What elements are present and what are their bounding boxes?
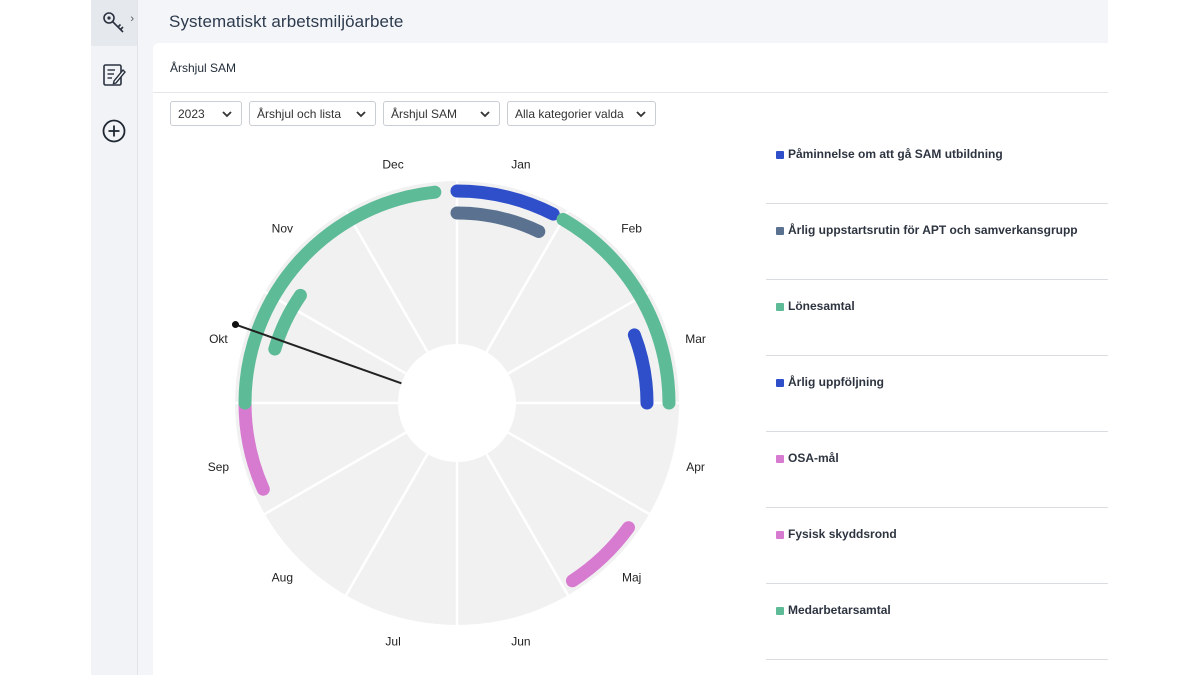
month-divider xyxy=(507,431,650,516)
chevron-down-icon xyxy=(222,111,232,118)
rail-item-add[interactable] xyxy=(91,108,137,154)
page-title: Systematiskt arbetsmiljöarbete xyxy=(169,12,404,31)
view-select-value: Årshjul och lista xyxy=(257,106,342,121)
month-divider xyxy=(485,210,570,353)
month-label: Sep xyxy=(208,460,230,474)
month-label: Jun xyxy=(511,635,530,649)
month-labels: Jan Feb Mar Apr Maj Jun Jul Aug Sep Okt Nov Dec xyxy=(208,157,706,648)
legend-label: Medarbetarsamtal xyxy=(788,603,891,617)
month-label: Okt xyxy=(209,332,228,346)
legend-item[interactable]: Påminnelse om att gå SAM utbildning xyxy=(766,128,1108,204)
legend-color-swatch xyxy=(776,151,784,159)
month-label: Mar xyxy=(685,332,706,346)
legend-item[interactable]: Medarbetarsamtal xyxy=(766,584,1108,660)
year-select-value: 2023 xyxy=(178,106,205,121)
month-label: Aug xyxy=(272,571,293,585)
year-wheel: Jan Feb Mar Apr Maj Jun Jul Aug Sep Okt Nov Dec xyxy=(208,157,706,648)
rail-item-checklist[interactable] xyxy=(91,52,137,98)
card-header: Årshjul SAM xyxy=(153,43,1108,93)
activity-arc[interactable] xyxy=(627,328,654,410)
left-rail: › xyxy=(91,0,138,675)
month-label: Feb xyxy=(621,221,642,235)
current-date-pointer xyxy=(231,321,402,385)
chevron-down-icon xyxy=(480,111,490,118)
legend-item[interactable]: Årlig uppstartsrutin för APT och samverk… xyxy=(766,204,1108,280)
month-label: Jan xyxy=(511,157,530,171)
card-title: Årshjul SAM xyxy=(170,61,237,75)
activity-arc[interactable] xyxy=(238,396,270,496)
legend-item[interactable]: Årlig uppföljning xyxy=(766,356,1108,432)
wheel-select[interactable]: Årshjul SAM xyxy=(383,101,500,126)
legend-label: Årlig uppföljning xyxy=(788,375,884,389)
activity-arcs xyxy=(238,184,676,588)
month-divider xyxy=(485,453,570,596)
month-divider xyxy=(507,290,650,375)
key-icon xyxy=(103,12,124,33)
checklist-icon xyxy=(103,64,126,86)
month-label: Nov xyxy=(272,221,293,235)
activity-arc[interactable] xyxy=(268,288,307,356)
legend-color-swatch xyxy=(776,531,784,539)
activity-arc[interactable] xyxy=(238,185,442,410)
activity-legend: Påminnelse om att gå SAM utbildning Årlig… xyxy=(766,128,1108,660)
activity-arc[interactable] xyxy=(450,184,560,221)
activity-arc[interactable] xyxy=(556,212,676,410)
month-label: Apr xyxy=(686,460,705,474)
chevron-down-icon xyxy=(356,111,366,118)
month-divider xyxy=(264,431,407,516)
month-divider xyxy=(344,210,429,353)
chevron-down-icon xyxy=(636,111,646,118)
legend-color-swatch xyxy=(776,227,784,235)
legend-label: Årlig uppstartsrutin för APT och samverk… xyxy=(788,223,1078,237)
legend-color-swatch xyxy=(776,379,784,387)
pointer-line xyxy=(235,323,402,385)
rail-item-key[interactable]: › xyxy=(91,0,137,46)
pointer-dot xyxy=(231,321,239,329)
category-select-value: Alla kategorier valda xyxy=(515,106,624,121)
add-circle-icon xyxy=(102,119,126,143)
legend-color-swatch xyxy=(776,607,784,615)
category-select[interactable]: Alla kategorier valda xyxy=(507,101,656,126)
chevron-right-icon: › xyxy=(130,13,134,25)
legend-label: Lönesamtal xyxy=(788,299,855,313)
wheel-select-value: Årshjul SAM xyxy=(391,106,458,121)
legend-color-swatch xyxy=(776,303,784,311)
legend-item[interactable]: Lönesamtal xyxy=(766,280,1108,356)
legend-label: Fysisk skyddsrond xyxy=(788,527,897,541)
legend-item[interactable]: Fysisk skyddsrond xyxy=(766,508,1108,584)
year-select[interactable]: 2023 xyxy=(170,101,242,126)
wheel-center xyxy=(398,344,516,462)
month-divider xyxy=(344,453,429,596)
legend-color-swatch xyxy=(776,455,784,463)
month-label: Maj xyxy=(622,571,641,585)
view-select[interactable]: Årshjul och lista xyxy=(249,101,376,126)
activity-arc[interactable] xyxy=(450,206,546,239)
legend-label: OSA-mål xyxy=(788,451,839,465)
month-label: Jul xyxy=(385,635,400,649)
month-label: Dec xyxy=(382,157,403,171)
legend-item[interactable]: OSA-mål xyxy=(766,432,1108,508)
activity-arc[interactable] xyxy=(565,521,636,588)
legend-label: Påminnelse om att gå SAM utbildning xyxy=(788,147,1003,161)
